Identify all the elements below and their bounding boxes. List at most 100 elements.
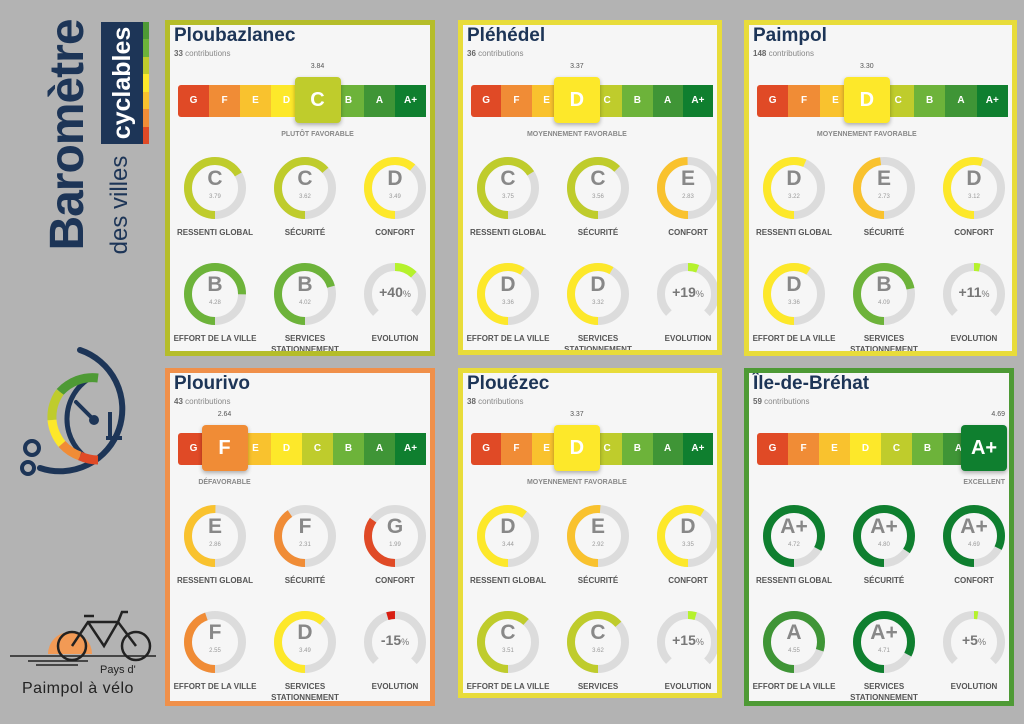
metric-label: EFFORT DE LA VILLE [173, 334, 257, 343]
city-card[interactable]: Ploubazlanec 33 contributions GFE D C B AA+ C 3.… [165, 20, 435, 356]
contributions-label: contributions [185, 397, 231, 406]
metric-label: EVOLUTION [950, 682, 998, 691]
metric-grade: A+ [960, 515, 988, 538]
metric-score: 4.72 [788, 542, 800, 548]
evolution-gauge: +5% [941, 609, 1007, 675]
metric-item: B 4.02 SERVICES STATIONNEMENT [260, 261, 350, 354]
metric-score: 2.83 [682, 194, 694, 200]
metric-item: F 2.31 SÉCURITÉ [260, 503, 350, 603]
overall-verdict: PLUTÔT FAVORABLE [281, 131, 354, 138]
grade-segment: B [622, 85, 653, 117]
logo-tag: cyclables [101, 22, 143, 144]
metric-ring: D 3.12 [941, 155, 1007, 221]
metric-grade: C [500, 621, 516, 644]
evolution-value: +40% [362, 284, 428, 300]
metric-grade: C [590, 167, 606, 190]
grade-segment: B [912, 433, 943, 465]
gauge-track [657, 611, 717, 673]
overall-verdict: MOYENNEMENT FAVORABLE [816, 131, 917, 138]
metric-grade: E [590, 515, 605, 538]
metric-score: 4.09 [878, 300, 890, 306]
metric-score: 4.71 [878, 648, 890, 654]
city-name: Île-de-Bréhat [753, 373, 870, 394]
evolution-number: +40 [379, 284, 403, 300]
city-card[interactable]: Plouézec 38 contributions GF E D C BAA+ D 3.37 MO… [458, 368, 722, 698]
grade-segment: F [501, 85, 532, 117]
metric-ring: D 3.22 [761, 155, 827, 221]
evolution-number: +19 [672, 284, 696, 300]
evolution-value: +5% [941, 632, 1007, 648]
metric-label: RESSENTI GLOBAL [469, 228, 546, 237]
ring-fill [567, 157, 629, 219]
metric-label: SÉCURITÉ [577, 576, 619, 585]
metric-label: EFFORT DE LA VILLE [752, 682, 836, 691]
partner-text-line2: Paimpol à vélo [22, 680, 134, 697]
metric-item: D 3.36 EFFORT DE LA VILLE [749, 261, 839, 351]
metric-ring: B 4.28 [182, 261, 248, 327]
metric-label: EFFORT DE LA VILLE [173, 682, 257, 691]
ring-fill [567, 505, 629, 567]
metric-label: SERVICES STATIONNEMENT [271, 334, 339, 354]
metric-ring: D 3.35 [655, 503, 717, 569]
metric-score: 3.49 [389, 194, 401, 200]
overall-grade-badge: F [201, 425, 248, 471]
evolution-unit: % [695, 637, 704, 647]
metric-ring: B 4.09 [851, 261, 917, 327]
grade-segment: A+ [395, 433, 426, 465]
metric-score: 2.86 [209, 542, 221, 548]
metric-ring: D 3.36 [761, 261, 827, 327]
overall-score: 3.37 [570, 63, 584, 70]
metric-label: CONFORT [668, 228, 708, 237]
overall-score: 3.30 [860, 63, 874, 70]
grade-segment: C [881, 433, 912, 465]
metric-item: G 1.99 CONFORT [350, 503, 430, 603]
ring-fill [763, 505, 825, 567]
metric-score: 3.12 [968, 194, 980, 200]
metric-label: CONFORT [375, 576, 415, 585]
contributions-label: contributions [764, 397, 810, 406]
ring-fill [477, 157, 539, 219]
metric-grade: E [207, 515, 222, 538]
ring-fill [567, 263, 629, 325]
metric-grade: D [966, 167, 982, 190]
metric-label: RESSENTI GLOBAL [755, 228, 832, 237]
metric-label: EFFORT DE LA VILLE [466, 682, 550, 691]
metric-item: D 3.12 CONFORT [929, 155, 1012, 255]
metric-item: D 3.32 SERVICES STATIONNEMENT [553, 261, 643, 350]
metric-rings: A+ 4.72 RESSENTI GLOBAL A+ 4.80 SÉCURITÉ A+ 4.6… [749, 503, 1009, 701]
grade-segment: F [788, 85, 820, 117]
metric-label: EVOLUTION [371, 334, 419, 343]
metric-item: A+ 4.69 CONFORT [929, 503, 1009, 603]
metric-item: F 2.55 EFFORT DE LA VILLE [170, 609, 260, 701]
partner-text-line1: Pays d' [100, 664, 136, 676]
contributions-number: 36 [467, 49, 476, 58]
metric-grade: A [786, 621, 802, 644]
metric-item: C 3.75 RESSENTI GLOBAL [463, 155, 553, 255]
grade-segment: A+ [682, 433, 713, 465]
grade-segment: F [209, 85, 240, 117]
evolution-value: -15% [362, 632, 428, 648]
contributions-label: contributions [478, 49, 524, 58]
evolution-number: +5 [962, 632, 978, 648]
metric-grade: D [786, 167, 802, 190]
city-card[interactable]: Pléhédel 36 contributions GF E D C BAA+ D 3.37 MO… [458, 20, 722, 355]
grade-segment: B [913, 85, 946, 117]
metric-item: D 3.35 CONFORT [643, 503, 717, 603]
ring-fill [567, 611, 629, 673]
metric-grade: D [590, 273, 606, 296]
metric-grade: F [298, 515, 312, 538]
overall-verdict: MOYENNEMENT FAVORABLE [526, 131, 627, 138]
metric-ring: C 3.51 [475, 609, 541, 675]
metric-ring: D 3.49 [362, 155, 428, 221]
ring-fill [364, 157, 426, 219]
evolution-unit: % [695, 289, 704, 299]
grade-segment: G [757, 85, 789, 117]
grade-segment: A [364, 85, 395, 117]
metric-grade: C [207, 167, 223, 190]
metric-ring: D 3.44 [475, 503, 541, 569]
